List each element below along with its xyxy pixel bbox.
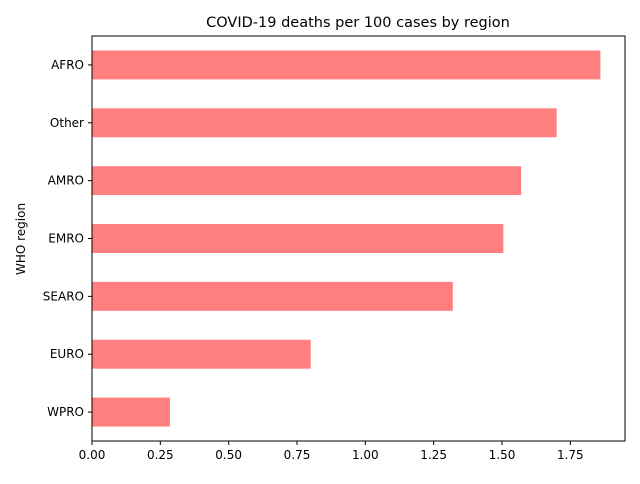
bar-euro: [92, 339, 311, 369]
chart-title: COVID-19 deaths per 100 cases by region: [206, 15, 510, 31]
y-tick-label-other: Other: [50, 116, 84, 130]
y-tick-label-emro: EMRO: [48, 232, 84, 246]
bar-searo: [92, 281, 453, 311]
plot-frame: [91, 35, 626, 442]
bar-other: [92, 108, 557, 138]
y-tick-label-amro: AMRO: [48, 174, 84, 188]
axes: AFRO Other AMRO EMRO SEARO EURO WPRO 0.00 0.25 0.…: [43, 35, 626, 462]
y-tick-label-wpro: WPRO: [47, 405, 84, 419]
bar-afro: [92, 50, 601, 80]
bar-wpro: [92, 397, 170, 427]
y-axis-label: WHO region: [14, 203, 28, 275]
x-tick-label: 1.25: [420, 448, 447, 462]
bar-emro: [92, 224, 504, 253]
x-tick-label: 0.50: [215, 448, 242, 462]
x-tick-label: 0.25: [147, 448, 174, 462]
y-tick-label-afro: AFRO: [51, 58, 84, 72]
y-tick-label-searo: SEARO: [43, 289, 84, 303]
x-tick-label: 0.75: [284, 448, 311, 462]
x-tick-label: 1.00: [352, 448, 379, 462]
x-tick-label: 1.75: [557, 448, 584, 462]
x-tick-label: 1.50: [489, 448, 516, 462]
y-tick-label-euro: EURO: [50, 347, 84, 361]
bar-amro: [92, 166, 522, 196]
bars: [92, 50, 601, 427]
x-tick-label: 0.00: [79, 448, 106, 462]
